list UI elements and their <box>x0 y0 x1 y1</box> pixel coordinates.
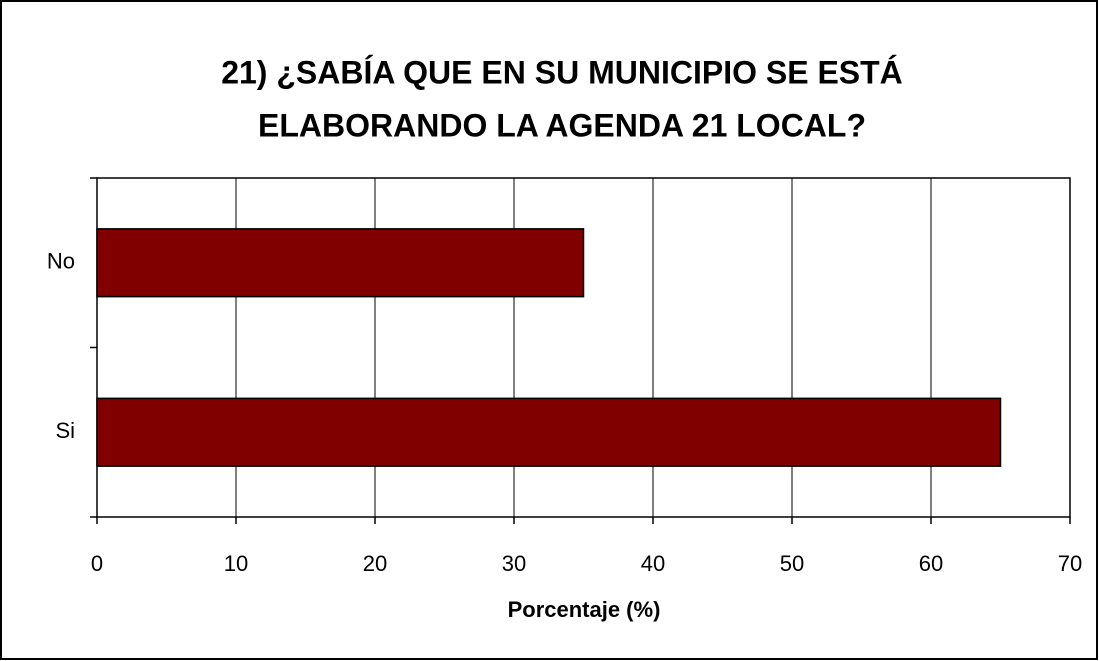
y-tick-label: No <box>47 249 75 274</box>
bar <box>96 397 1002 467</box>
x-tick-label: 70 <box>1058 551 1082 576</box>
x-axis-label: Porcentaje (%) <box>508 597 661 622</box>
x-tick-label: 10 <box>224 551 248 576</box>
chart-title: 21) ¿SABÍA QUE EN SU MUNICIPIO SE ESTÁ <box>221 54 903 90</box>
x-tick-label: 20 <box>363 551 387 576</box>
x-tick-label: 40 <box>641 551 665 576</box>
y-tick-label: Si <box>55 418 75 443</box>
x-tick-label: 50 <box>780 551 804 576</box>
bar <box>96 228 585 298</box>
x-tick-label: 0 <box>91 551 103 576</box>
x-tick-label: 30 <box>502 551 526 576</box>
chart-title: ELABORANDO LA AGENDA 21 LOCAL? <box>258 107 866 143</box>
x-tick-label: 60 <box>919 551 943 576</box>
